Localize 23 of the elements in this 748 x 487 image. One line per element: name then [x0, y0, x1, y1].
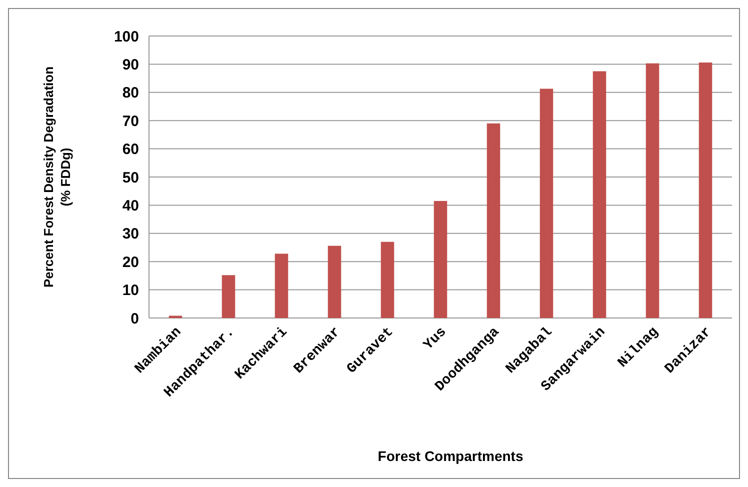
bar: [434, 200, 448, 318]
y-tick-label: 20: [122, 254, 139, 271]
y-tick-label: 100: [114, 28, 139, 46]
bar: [592, 71, 606, 318]
y-tick-label: 30: [122, 226, 139, 243]
bar: [328, 246, 342, 318]
y-axis-title: Percent Forest Density Degradation (% FDDg): [41, 66, 73, 288]
y-tick-label: 70: [122, 112, 139, 130]
bar: [222, 275, 236, 318]
y-tick-label: 40: [122, 197, 139, 214]
y-tick-label: 60: [122, 141, 139, 158]
y-tick-label: 50: [122, 169, 139, 186]
bar: [486, 123, 500, 318]
bar: [274, 254, 288, 318]
bar: [540, 88, 554, 318]
bar: [646, 63, 660, 318]
y-tick-label: 10: [122, 282, 139, 300]
y-tick-label: 90: [122, 56, 139, 74]
x-axis-title: Forest Compartments: [378, 448, 524, 464]
bar: [698, 62, 712, 318]
y-tick-label: 0: [130, 310, 139, 328]
y-tick-label: 80: [122, 84, 139, 102]
bar: [380, 242, 394, 318]
